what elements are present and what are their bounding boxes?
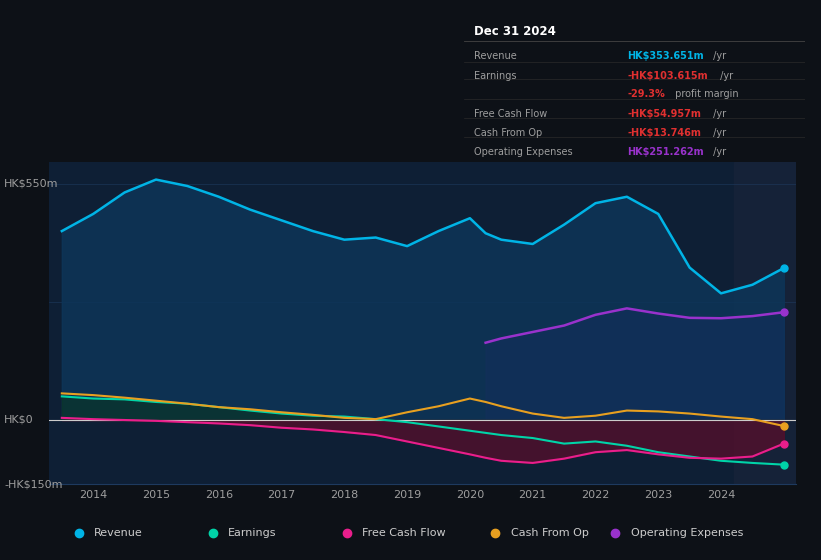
- Text: /yr: /yr: [710, 128, 726, 138]
- Text: -HK$103.615m: -HK$103.615m: [627, 72, 708, 82]
- Text: Revenue: Revenue: [94, 529, 143, 538]
- Text: -HK$150m: -HK$150m: [4, 479, 62, 489]
- Text: -HK$13.746m: -HK$13.746m: [627, 128, 701, 138]
- Text: HK$0: HK$0: [4, 415, 34, 425]
- Text: Revenue: Revenue: [474, 51, 517, 60]
- Text: Dec 31 2024: Dec 31 2024: [474, 25, 556, 38]
- Text: Free Cash Flow: Free Cash Flow: [474, 109, 548, 119]
- Text: /yr: /yr: [718, 72, 733, 82]
- Text: HK$550m: HK$550m: [4, 179, 58, 189]
- Text: /yr: /yr: [710, 109, 726, 119]
- Text: Earnings: Earnings: [474, 72, 516, 82]
- Text: HK$251.262m: HK$251.262m: [627, 147, 704, 157]
- Text: -HK$54.957m: -HK$54.957m: [627, 109, 701, 119]
- Text: /yr: /yr: [710, 147, 726, 157]
- Text: HK$353.651m: HK$353.651m: [627, 51, 704, 60]
- Text: -29.3%: -29.3%: [627, 89, 665, 99]
- Bar: [734, 162, 796, 484]
- Text: Operating Expenses: Operating Expenses: [474, 147, 573, 157]
- Text: profit margin: profit margin: [672, 89, 739, 99]
- Text: Earnings: Earnings: [228, 529, 277, 538]
- Text: /yr: /yr: [710, 51, 726, 60]
- Text: Cash From Op: Cash From Op: [511, 529, 589, 538]
- Text: Cash From Op: Cash From Op: [474, 128, 543, 138]
- Text: Free Cash Flow: Free Cash Flow: [363, 529, 446, 538]
- Text: Operating Expenses: Operating Expenses: [631, 529, 743, 538]
